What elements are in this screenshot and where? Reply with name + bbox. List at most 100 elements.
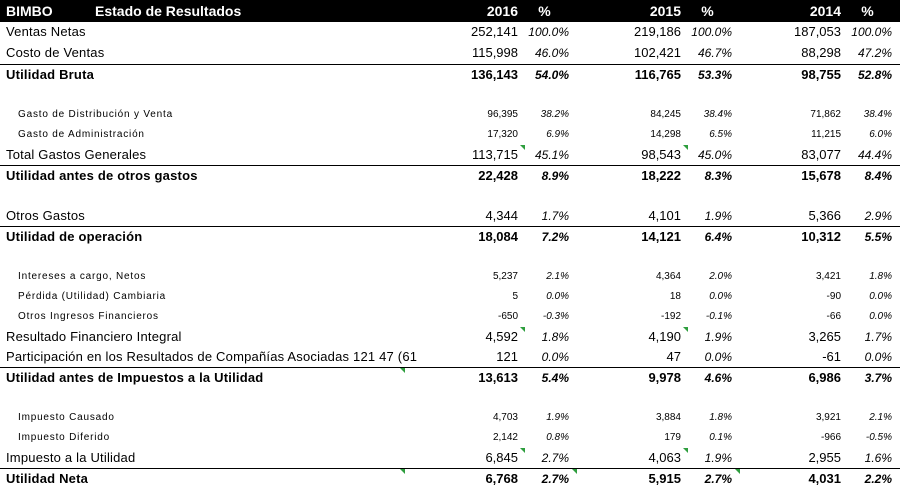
pct-2015: 4.6% [704, 371, 732, 385]
row-label: Utilidad de operación [6, 229, 143, 244]
row-utilidad-bruta: Utilidad Bruta 136,143 54.0% 116,765 53.… [0, 65, 900, 85]
year-2014-header: 2014 [809, 3, 841, 19]
row-otros-ingresos-financieros: Otros Ingresos Financieros -650 -0.3% -1… [0, 307, 900, 327]
pct-2015: 0.1% [709, 432, 732, 443]
pct-2015: 1.8% [709, 412, 732, 423]
value-2014: 15,678 [801, 168, 841, 183]
pct-2016: 1.9% [546, 412, 569, 423]
pct-2015: 6.4% [704, 230, 732, 244]
cell-comment-marker [735, 469, 740, 474]
pct-2015: 1.9% [704, 451, 732, 465]
value-2014: -61 [822, 349, 841, 364]
value-2015: 4,101 [648, 208, 681, 223]
pct-2014: 5.5% [864, 230, 892, 244]
row-gasto-administracion: Gasto de Administración 17,320 6.9% 14,2… [0, 125, 900, 145]
value-2015: 116,765 [634, 67, 681, 82]
value-2015: 18 [669, 291, 681, 302]
header-row: BIMBO Estado de Resultados 2016 % 2015 %… [0, 0, 900, 22]
value-2016: 4,344 [485, 208, 518, 223]
value-2015: 14,298 [650, 129, 681, 140]
pct-2015-header: % [701, 3, 714, 19]
row-label: Resultado Financiero Integral [6, 329, 182, 344]
value-2015: 4,063 [648, 450, 681, 465]
row-utilidad-antes-otros-gastos: Utilidad antes de otros gastos 22,428 8.… [0, 166, 900, 186]
total-rule [0, 226, 900, 227]
value-2014: 3,421 [815, 271, 841, 282]
value-2016: 4,592 [485, 329, 518, 344]
pct-2015: 6.5% [709, 129, 732, 140]
pct-2014: 1.7% [864, 330, 892, 344]
value-2016: 4,703 [492, 412, 518, 423]
pct-2015: 100.0% [691, 25, 732, 39]
value-2016: 115,998 [471, 45, 518, 60]
pct-2014: 8.4% [864, 169, 892, 183]
value-2016: -650 [497, 311, 518, 322]
value-2014: -90 [826, 291, 841, 302]
pct-2014: 6.0% [869, 129, 892, 140]
row-label: Otros Ingresos Financieros [18, 311, 159, 322]
pct-2016: -0.3% [542, 311, 569, 322]
pct-2016: 2.7% [541, 472, 569, 486]
cell-comment-marker [520, 327, 525, 332]
pct-2014: 1.6% [864, 451, 892, 465]
total-rule [0, 64, 900, 65]
row-total-gastos-generales: Total Gastos Generales 113,715 45.1% 98,… [0, 145, 900, 165]
row-resultado-financiero-integral: Resultado Financiero Integral 4,592 1.8%… [0, 327, 900, 347]
value-2016: 5 [512, 291, 518, 302]
row-intereses-a-cargo: Intereses a cargo, Netos 5,237 2.1% 4,36… [0, 267, 900, 287]
value-2015: 84,245 [650, 109, 681, 120]
pct-2016: 6.9% [546, 129, 569, 140]
row-label: Utilidad Bruta [6, 67, 95, 82]
pct-2015: 38.4% [703, 109, 732, 120]
row-gasto-distribucion: Gasto de Distribución y Venta 96,395 38.… [0, 105, 900, 125]
pct-2015: 46.7% [697, 46, 732, 60]
row-label: Participación en los Resultados de Compa… [6, 349, 418, 364]
value-2014: -66 [826, 311, 841, 322]
value-2015: 9,978 [648, 370, 681, 385]
company-name: BIMBO [6, 3, 53, 19]
row-label: Gasto de Administración [18, 129, 145, 140]
value-2014: 83,077 [801, 147, 841, 162]
pct-2015: 8.3% [704, 169, 732, 183]
pct-2016: 38.2% [540, 109, 569, 120]
row-utilidad-neta: Utilidad Neta 6,768 2.7% 5,915 2.7% 4,03… [0, 469, 900, 489]
value-2016: 96,395 [487, 109, 518, 120]
pct-2016: 0.0% [546, 291, 569, 302]
pct-2014: 2.9% [864, 209, 892, 223]
row-perdida-cambiaria: Pérdida (Utilidad) Cambiaria 5 0.0% 18 0… [0, 287, 900, 307]
pct-2014: -0.5% [865, 432, 892, 443]
value-2014: 3,921 [815, 412, 841, 423]
value-2014: -966 [820, 432, 841, 443]
pct-2015: 45.0% [697, 148, 732, 162]
value-2015: 5,915 [648, 471, 681, 486]
pct-2016: 54.0% [534, 68, 569, 82]
row-label: Impuesto Causado [18, 412, 115, 423]
pct-2014: 0.0% [869, 291, 892, 302]
value-2016: 5,237 [492, 271, 518, 282]
row-label: Ventas Netas [6, 24, 86, 39]
row-label: Total Gastos Generales [6, 147, 147, 162]
pct-2015: 53.3% [697, 68, 732, 82]
pct-2016: 45.1% [534, 148, 569, 162]
year-2015-header: 2015 [649, 3, 681, 19]
value-2016: 6,768 [485, 471, 518, 486]
pct-2015: 1.9% [704, 209, 732, 223]
pct-2016: 0.0% [541, 350, 569, 364]
value-2016: 121 [496, 349, 518, 364]
pct-2016: 2.1% [546, 271, 569, 282]
pct-2015: 2.7% [704, 472, 732, 486]
value-2015: 4,190 [648, 329, 681, 344]
value-2015: 98,543 [641, 147, 681, 162]
pct-2014: 47.2% [857, 46, 892, 60]
value-2016: 13,613 [478, 370, 518, 385]
pct-2016: 46.0% [534, 46, 569, 60]
pct-2016: 8.9% [541, 169, 569, 183]
row-label: Impuesto Diferido [18, 432, 110, 443]
value-2014: 98,755 [801, 67, 841, 82]
value-2014: 88,298 [801, 45, 841, 60]
pct-2015: 0.0% [709, 291, 732, 302]
value-2014: 71,862 [810, 109, 841, 120]
value-2014: 5,366 [808, 208, 841, 223]
row-otros-gastos: Otros Gastos 4,344 1.7% 4,101 1.9% 5,366… [0, 206, 900, 226]
